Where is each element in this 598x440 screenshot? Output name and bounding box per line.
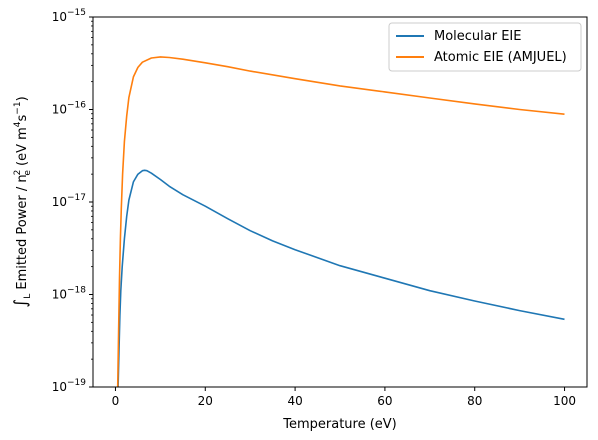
y-tick-label: 10−17: [52, 193, 86, 209]
series-layer: [116, 56, 565, 387]
legend-box: [388, 22, 582, 72]
y-tick-label: 10−16: [52, 101, 87, 117]
y-label-n-sup: 2: [13, 170, 23, 176]
x-tick-label: 0: [112, 394, 120, 408]
legend: Molecular EIE Atomic EIE (AMJUEL): [388, 22, 582, 72]
y-label-text: Emitted Power / n: [15, 174, 30, 293]
y-label-close: ): [15, 96, 30, 101]
x-tick-label: 80: [467, 394, 482, 408]
x-axis: 0 20 40 60 80 100: [112, 387, 576, 408]
series-line-molecular: [117, 169, 565, 387]
y-label-integral-sub: L: [23, 294, 33, 299]
y-axis-label: ∫L Emitted Power / n2e (eV m4s−1): [11, 96, 33, 307]
y-axis: 10−19 10−18 10−17 10−16 10−15: [52, 8, 93, 394]
x-tick-label: 20: [198, 394, 213, 408]
x-axis-label: Temperature (eV): [282, 417, 397, 432]
y-tick-label: 10−18: [52, 286, 87, 302]
y-tick-label: 10−15: [52, 8, 86, 24]
x-tick-label: 40: [287, 394, 302, 408]
y-label-n-sub: e: [23, 170, 33, 176]
legend-label-molecular: Molecular EIE: [434, 29, 521, 44]
y-label-integral: ∫: [11, 299, 31, 308]
svg-text:∫L Emitted Power / n2e (eV m4s: ∫L Emitted Power / n2e (eV m4s−1): [11, 96, 33, 307]
x-tick-label: 60: [377, 394, 392, 408]
y-label-units-open: (eV m: [15, 127, 30, 170]
legend-label-atomic: Atomic EIE (AMJUEL): [434, 50, 567, 65]
y-tick-label: 10−19: [52, 378, 87, 394]
y-label-m-sup: 4: [13, 121, 23, 127]
series-line-atomic: [116, 56, 565, 387]
y-label-s: s: [15, 114, 30, 121]
x-tick-label: 100: [553, 394, 576, 408]
y-label-s-sup: −1: [13, 101, 23, 114]
